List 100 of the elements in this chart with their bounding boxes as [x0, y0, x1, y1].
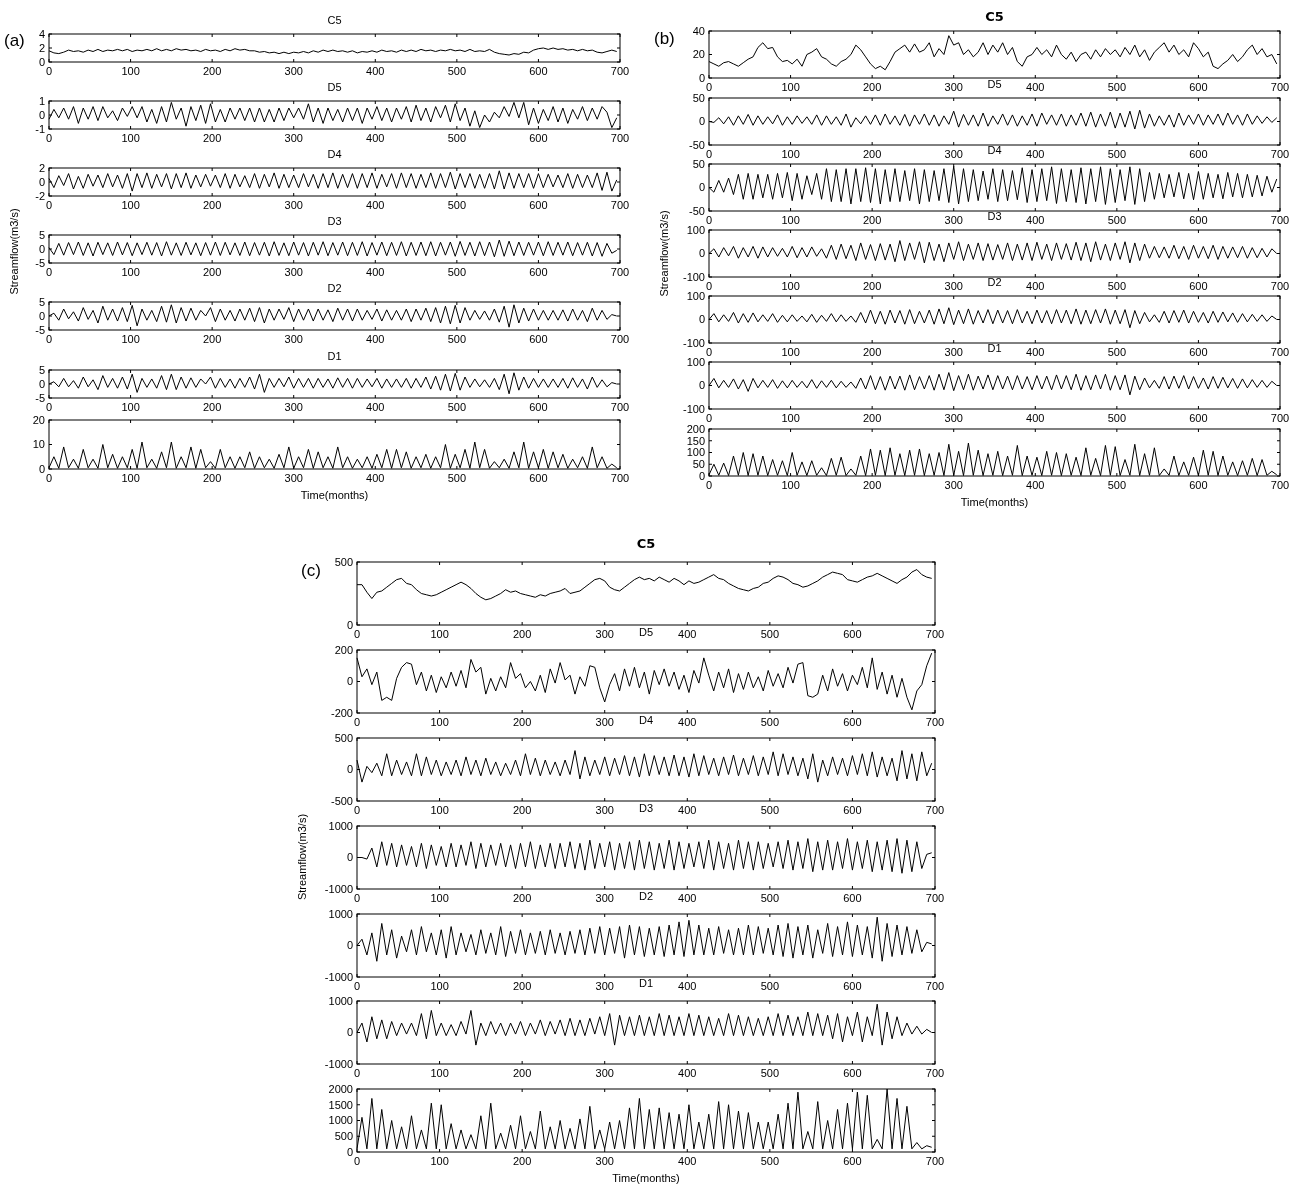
- x-tick-label: 500: [760, 892, 780, 904]
- x-tick-label: 300: [595, 628, 614, 640]
- y-tick-label: 200: [686, 422, 705, 435]
- y-tick-label: -1: [35, 122, 45, 135]
- x-tick-label: 100: [781, 346, 800, 358]
- text: (b): [654, 29, 675, 48]
- x-tick-label: 500: [760, 980, 780, 992]
- x-tick-label: 500: [447, 333, 467, 345]
- y-tick-label: 0: [346, 1026, 353, 1039]
- x-axis-title: Time(months): [960, 496, 1029, 508]
- x-tick-label: 300: [284, 333, 303, 345]
- x-tick-label: 600: [529, 132, 548, 144]
- x-tick-label: 200: [512, 804, 532, 816]
- x-tick-label: 300: [944, 214, 963, 226]
- y-tick-label: 0: [38, 242, 45, 255]
- x-tick-label: 400: [366, 65, 385, 77]
- x-tick-label: 400: [366, 199, 385, 211]
- chart-title: D1: [327, 350, 342, 362]
- x-tick-label: 400: [1026, 148, 1045, 160]
- x-tick-label: 300: [944, 148, 963, 160]
- x-tick-label: 300: [944, 346, 963, 358]
- x-tick-label: 400: [678, 892, 697, 904]
- chart-title: D2: [327, 282, 342, 294]
- y-tick-label: 100: [686, 446, 705, 459]
- x-tick-label: 400: [366, 401, 385, 413]
- x-tick-label: 600: [529, 266, 548, 278]
- y-tick-label: 500: [334, 1130, 353, 1143]
- x-tick-label: 300: [944, 479, 963, 491]
- chart-title: D5: [987, 78, 1002, 90]
- y-tick-label: -50: [689, 204, 705, 217]
- x-tick-label: 500: [1107, 479, 1127, 491]
- x-tick-label: 500: [760, 628, 780, 640]
- x-tick-label: 200: [862, 412, 882, 424]
- x-tick-label: 100: [781, 148, 800, 160]
- chart-title: D4: [638, 714, 654, 726]
- x-tick-label: 100: [781, 280, 800, 292]
- chart-title: D4: [987, 144, 1002, 156]
- y-tick-label: 0: [38, 175, 45, 188]
- x-tick-label: 500: [1107, 346, 1127, 358]
- y-tick-label: 2: [38, 161, 45, 174]
- x-tick-label: 100: [121, 472, 140, 484]
- y-tick-label: -100: [682, 402, 705, 415]
- x-tick-label: 700: [1270, 280, 1290, 292]
- x-tick-label: 500: [1107, 81, 1127, 93]
- y-tick-label: 0: [38, 55, 45, 68]
- y-tick-label: 20: [32, 413, 45, 426]
- x-tick-label: 300: [944, 81, 963, 93]
- x-tick-label: 300: [595, 1067, 614, 1079]
- x-tick-label: 200: [202, 199, 222, 211]
- x-tick-label: 700: [925, 980, 945, 992]
- y-tick-label: 0: [698, 115, 705, 128]
- y-tick-label: -100: [682, 336, 705, 349]
- x-tick-label: 200: [512, 1067, 532, 1079]
- y-tick-label: -100: [682, 270, 705, 283]
- x-tick-label: 300: [284, 266, 303, 278]
- y-tick-label: 100: [686, 223, 705, 236]
- chart-title: D1: [987, 342, 1002, 354]
- x-tick-label: 300: [284, 65, 303, 77]
- chart-title: D2: [987, 276, 1002, 288]
- y-tick-label: 50: [692, 157, 705, 170]
- x-tick-label: 500: [447, 266, 467, 278]
- x-tick-label: 300: [595, 980, 614, 992]
- y-tick-label: 0: [38, 309, 45, 322]
- x-tick-label: 100: [121, 333, 140, 345]
- x-tick-label: 100: [121, 65, 140, 77]
- x-tick-label: 400: [366, 472, 385, 484]
- x-tick-label: 700: [925, 628, 945, 640]
- x-tick-label: 200: [512, 1155, 532, 1167]
- chart-title: D4: [327, 148, 342, 160]
- x-tick-label: 700: [610, 132, 630, 144]
- x-tick-label: 200: [202, 266, 222, 278]
- x-tick-label: 700: [1270, 479, 1290, 491]
- x-tick-label: 700: [610, 401, 630, 413]
- x-tick-label: 600: [1189, 479, 1208, 491]
- y-tick-label: 0: [346, 763, 353, 776]
- x-tick-label: 100: [121, 266, 140, 278]
- y-tick-label: 1000: [328, 819, 353, 832]
- x-tick-label: 500: [447, 132, 467, 144]
- x-tick-label: 200: [862, 280, 882, 292]
- x-tick-label: 600: [843, 804, 862, 816]
- x-tick-label: 300: [944, 412, 963, 424]
- chart-title: D5: [638, 626, 654, 638]
- x-tick-label: 600: [529, 65, 548, 77]
- line-series: [356, 652, 933, 711]
- x-tick-label: 200: [202, 65, 222, 77]
- y-tick-label: 20: [692, 48, 705, 61]
- y-tick-label: 5: [38, 363, 45, 376]
- x-tick-label: 300: [944, 280, 963, 292]
- x-tick-label: 200: [512, 716, 532, 728]
- y-axis-title: Streamflow(m3/s): [658, 210, 670, 297]
- y-tick-label: 1000: [328, 1114, 353, 1127]
- x-tick-label: 400: [678, 1067, 697, 1079]
- x-tick-label: 600: [1189, 346, 1208, 358]
- x-tick-label: 600: [1189, 412, 1208, 424]
- text: (a): [4, 31, 25, 50]
- y-tick-label: 500: [334, 731, 353, 744]
- x-tick-label: 500: [447, 65, 467, 77]
- y-tick-label: 0: [346, 675, 353, 688]
- x-tick-label: 100: [430, 1067, 449, 1079]
- y-tick-label: -1000: [324, 1057, 353, 1070]
